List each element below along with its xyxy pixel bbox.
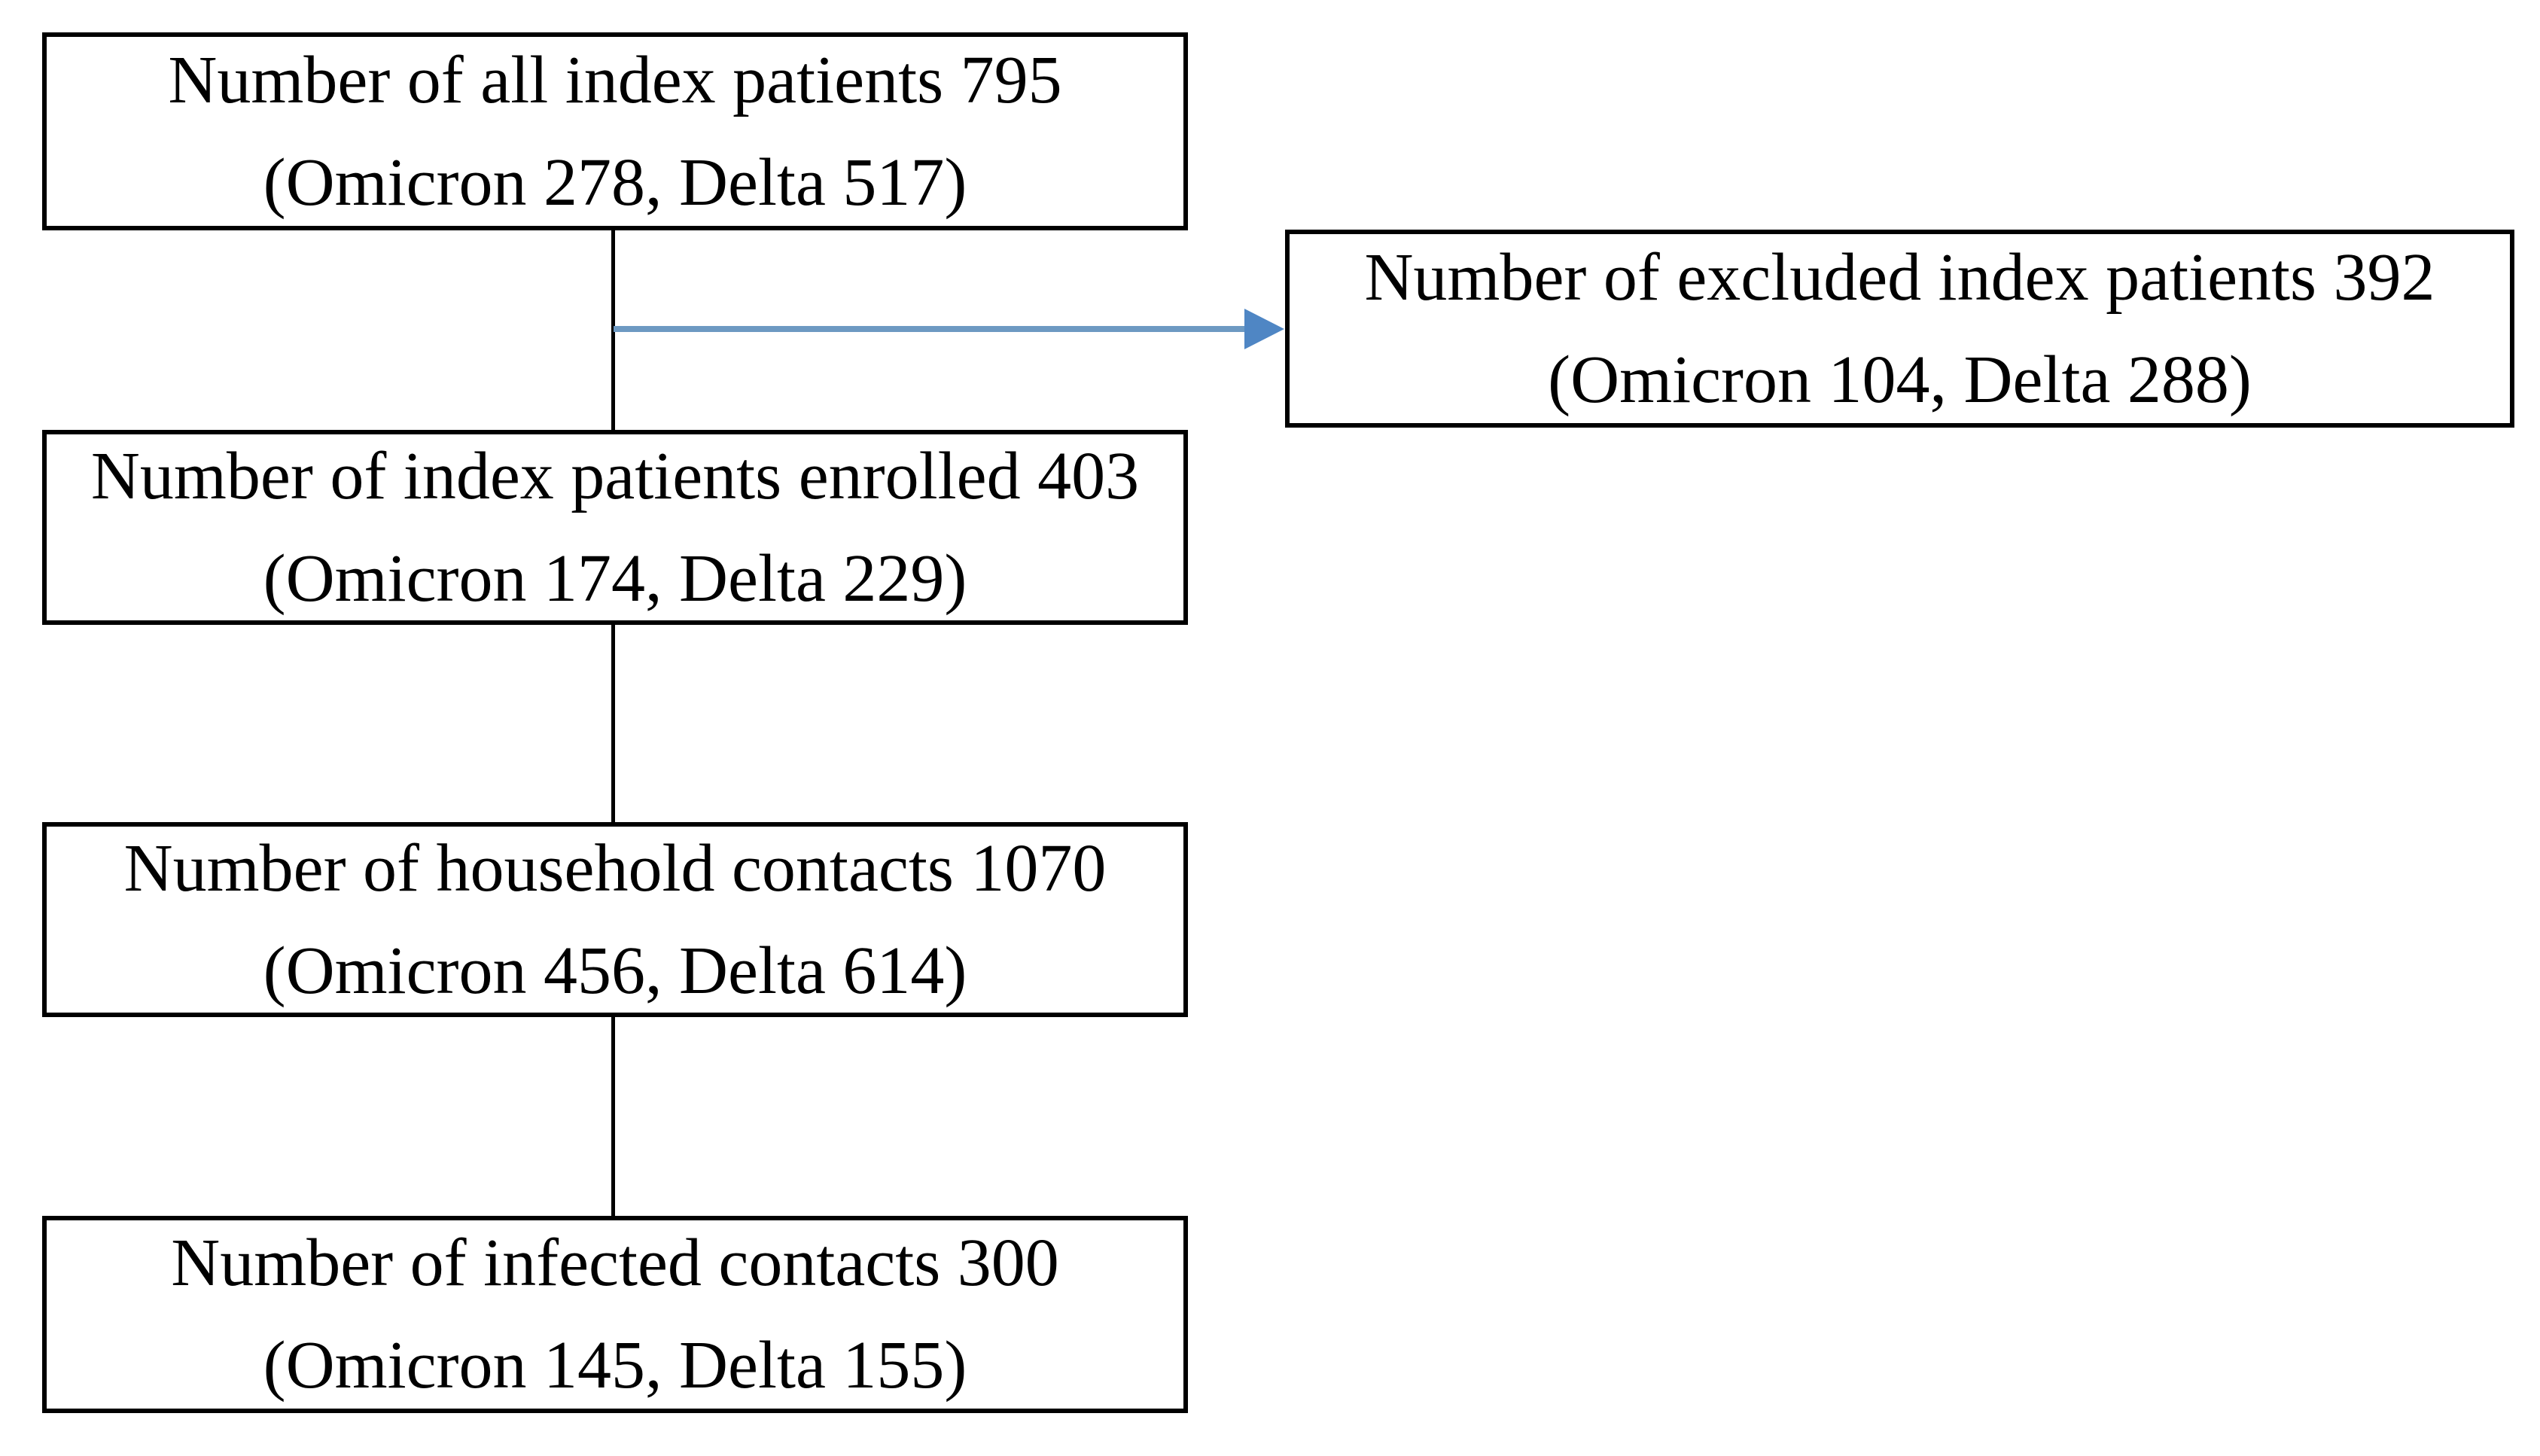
connector-household-to-infected	[611, 1015, 615, 1219]
node-title: Number of index patients enrolled 403	[90, 438, 1140, 513]
node-breakdown: (Omicron 278, Delta 517)	[263, 145, 967, 220]
node-title: Number of infected contacts 300	[171, 1226, 1059, 1300]
node-title: Number of household contacts 1070	[123, 830, 1107, 906]
node-breakdown: (Omicron 104, Delta 288)	[1548, 342, 2252, 417]
node-excluded-index-patients: Number of excluded index patients 392 (O…	[1285, 230, 2514, 428]
connector-enrolled-to-household	[611, 623, 615, 825]
node-title: Number of excluded index patients 392	[1364, 239, 2435, 315]
node-index-patients-enrolled: Number of index patients enrolled 403 (O…	[42, 430, 1188, 625]
node-title: Number of all index patients 795	[168, 42, 1062, 117]
connector-all-to-enrolled	[611, 228, 615, 433]
excluded-arrow-head-icon	[1244, 309, 1284, 349]
node-breakdown: (Omicron 145, Delta 155)	[263, 1328, 967, 1403]
node-infected-contacts: Number of infected contacts 300 (Omicron…	[42, 1216, 1188, 1413]
node-breakdown: (Omicron 174, Delta 229)	[263, 541, 967, 616]
node-household-contacts: Number of household contacts 1070 (Omicr…	[42, 822, 1188, 1017]
node-breakdown: (Omicron 456, Delta 614)	[263, 933, 967, 1008]
node-all-index-patients: Number of all index patients 795 (Omicro…	[42, 32, 1188, 230]
